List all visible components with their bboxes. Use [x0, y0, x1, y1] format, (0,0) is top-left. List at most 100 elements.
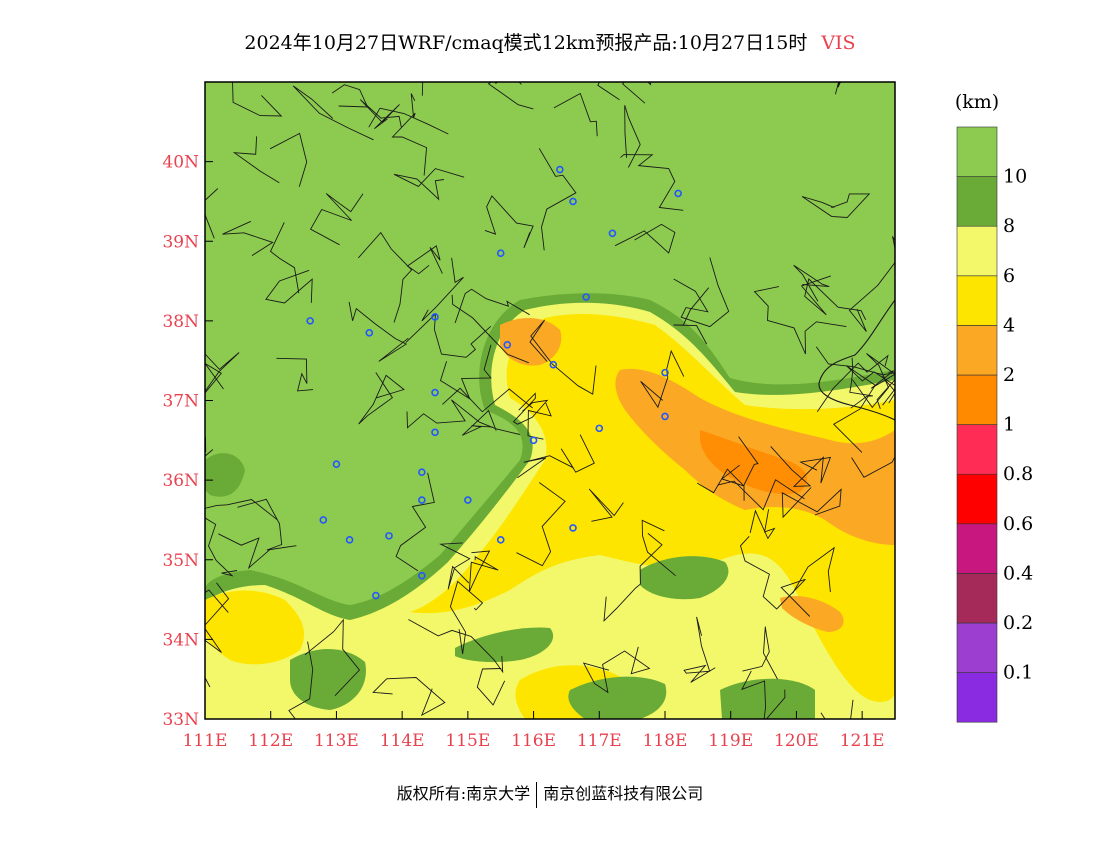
colorbar: 0.1 0.2 0.4 0.6 0.8 1 2 4 6 8 10 (km) — [955, 91, 1033, 723]
boundary-line — [449, 580, 484, 655]
station-marker — [549, 360, 558, 369]
boundary-line — [848, 236, 895, 332]
boundary-line — [205, 582, 230, 688]
boundary-line — [517, 434, 595, 479]
station-markers — [306, 165, 682, 600]
lon-label: 111E — [183, 731, 228, 751]
boundary-line — [421, 257, 464, 322]
boundary-line — [553, 92, 598, 137]
boundary-line — [753, 286, 847, 355]
field-green-patch-4 — [568, 676, 667, 719]
boundary-line — [770, 446, 832, 487]
footer-separator — [536, 781, 538, 808]
station-marker — [595, 424, 604, 433]
lat-label: 34N — [162, 630, 199, 650]
boundary-line — [408, 619, 504, 674]
station-marker — [418, 571, 426, 580]
station-marker — [661, 368, 669, 377]
station-marker — [529, 436, 538, 445]
copyright-footer: 版权所有:南京大学 南京创蓝科技有限公司 — [0, 780, 1100, 808]
station-marker — [431, 428, 439, 437]
boundary-line — [538, 148, 577, 251]
boundary-line — [673, 257, 730, 328]
boundary-line — [815, 346, 895, 409]
lat-label: 33N — [162, 710, 199, 730]
boundary-line — [358, 372, 405, 425]
boundary-line — [237, 498, 297, 551]
colorbar-segment — [956, 374, 998, 425]
lon-label: 120E — [774, 731, 819, 751]
boundary-line — [516, 482, 566, 567]
colorbar-segment — [956, 126, 998, 177]
boundary-line — [395, 472, 435, 572]
boundary-line — [749, 509, 776, 540]
colorbar-segment — [956, 176, 998, 227]
colorbar-segment — [956, 672, 998, 723]
boundary-line — [232, 82, 283, 117]
boundary-line — [624, 105, 641, 168]
boundary-line — [468, 550, 499, 592]
boundary-line — [439, 344, 492, 400]
lon-label: 115E — [445, 731, 490, 751]
boundary-line — [741, 670, 786, 719]
lon-label: 121E — [840, 731, 885, 751]
boundary-line — [442, 387, 533, 413]
colorbar-label: 4 — [1003, 314, 1015, 336]
colorbar-label: 10 — [1003, 166, 1027, 188]
boundary-line — [205, 517, 238, 577]
lon-label: 114E — [380, 731, 425, 751]
colorbar-label: 1 — [1003, 414, 1015, 436]
station-marker — [503, 340, 512, 349]
station-marker — [332, 460, 341, 469]
boundary-line — [792, 546, 835, 594]
copyright-left: 版权所有:南京大学 — [396, 784, 531, 803]
boundary-line — [849, 357, 873, 409]
boundary-line — [405, 312, 492, 358]
lon-label: 116E — [511, 731, 556, 751]
colorbar-label: 0.2 — [1003, 612, 1033, 634]
field-green-patch-2 — [455, 627, 554, 663]
boundary-line — [484, 195, 534, 249]
colorbar-segment — [956, 473, 998, 525]
map-title: 2024年10月27日WRF/cmaq模式12km预报产品:10月27日15时 V… — [0, 28, 1100, 55]
field-1-2km — [700, 430, 808, 495]
colorbar-segment — [956, 325, 998, 376]
lat-label: 39N — [162, 232, 199, 252]
field-green-patch-5 — [720, 678, 815, 719]
station-marker — [431, 388, 439, 397]
lon-label: 119E — [708, 731, 753, 751]
station-marker — [556, 165, 564, 174]
boundary-line — [696, 464, 745, 494]
boundary-line — [800, 275, 867, 321]
boundary-line — [717, 479, 805, 511]
boundary-line — [454, 288, 530, 324]
boundary-line — [304, 618, 360, 697]
station-marker — [496, 249, 505, 257]
boundary-line — [673, 287, 710, 345]
visibility-field — [205, 82, 895, 719]
field-green-patch-3 — [290, 648, 366, 710]
station-marker — [661, 412, 669, 421]
colorbar-segment — [956, 275, 998, 326]
lat-label: 36N — [162, 471, 199, 491]
boundary-line — [683, 616, 716, 683]
station-marker — [582, 293, 590, 301]
station-marker — [306, 317, 314, 325]
station-marker — [674, 189, 682, 198]
field-2-4km-east — [780, 595, 844, 632]
map-axes: 33N 34N 35N 36N 37N 38N 39N 40N 111E 112E 113E 114E… — [162, 153, 884, 751]
boundary-line — [640, 349, 685, 409]
station-marker — [372, 591, 380, 600]
lat-label: 38N — [162, 312, 199, 332]
boundary-line — [276, 357, 314, 392]
colorbar-label: 8 — [1003, 215, 1015, 237]
boundary-line — [439, 542, 471, 590]
colorbar-label: 0.6 — [1003, 513, 1033, 535]
boundary-line — [205, 188, 219, 239]
copyright-right: 南京创蓝科技有限公司 — [543, 784, 704, 803]
boundary-line — [368, 107, 449, 135]
boundary-line — [487, 82, 534, 110]
station-marker — [365, 329, 374, 337]
colorbar-label: 6 — [1003, 265, 1015, 287]
boundary-line — [331, 84, 369, 108]
